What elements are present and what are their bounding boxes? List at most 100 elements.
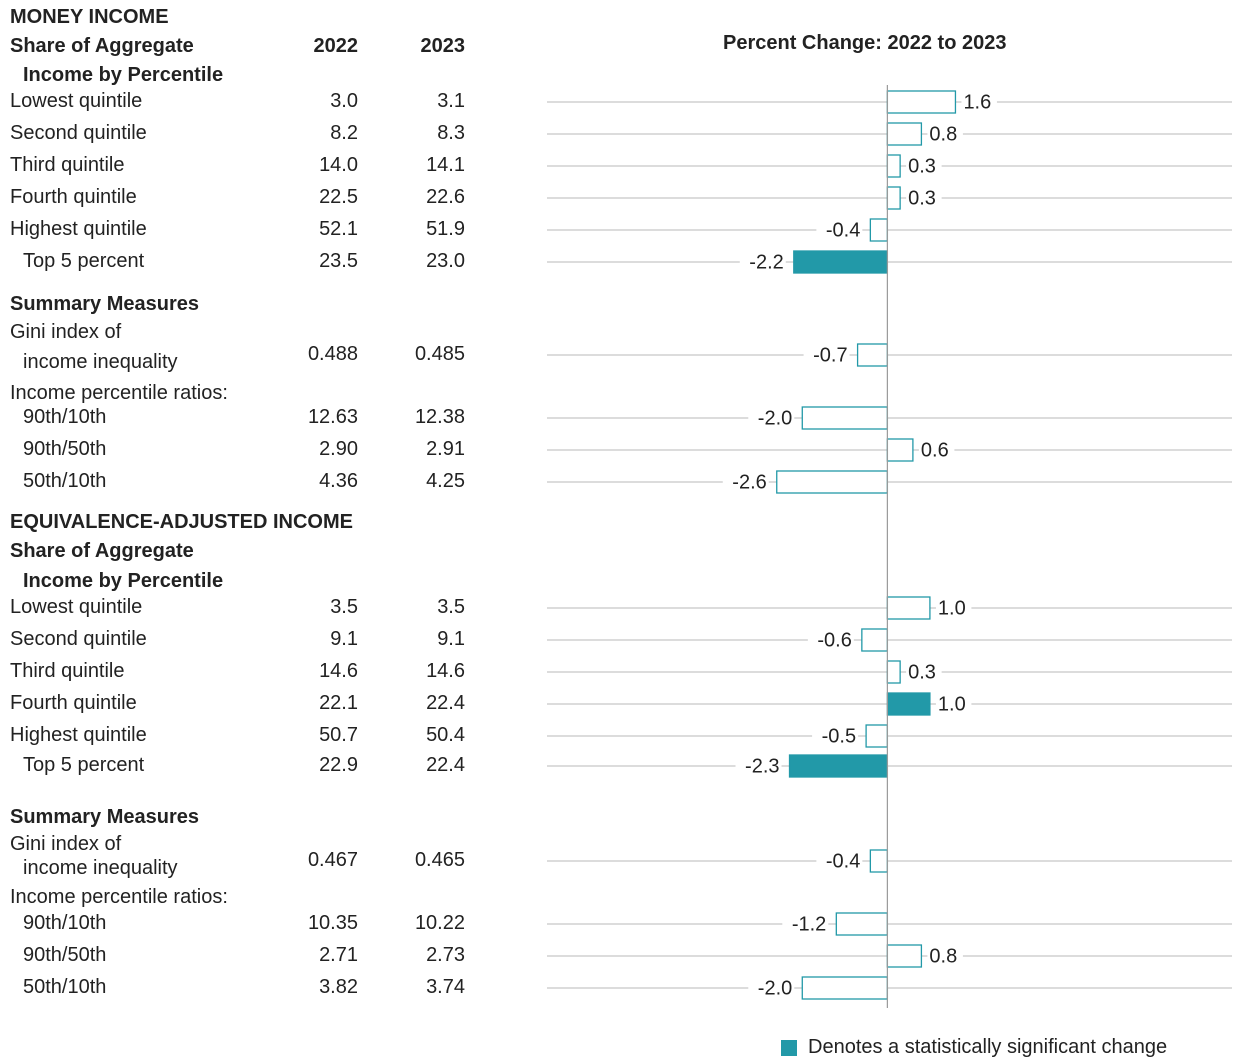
data-label: -0.4 xyxy=(826,219,860,241)
data-label: 1.6 xyxy=(963,91,991,113)
bar xyxy=(776,470,889,494)
value-2022: 4.36 xyxy=(319,470,358,492)
bar xyxy=(886,438,914,462)
value-2023: 8.3 xyxy=(437,122,465,144)
data-label-background xyxy=(782,913,829,935)
bar xyxy=(856,343,889,367)
data-label: -2.3 xyxy=(745,755,779,777)
data-label-background xyxy=(803,344,850,366)
row-label: Top 5 percent xyxy=(23,250,145,272)
data-label: 0.3 xyxy=(908,155,936,177)
value-2022: 14.6 xyxy=(319,660,358,682)
value-2022: 10.35 xyxy=(307,912,358,934)
value-2023: 0.465 xyxy=(414,849,465,871)
bar xyxy=(869,849,889,873)
bar xyxy=(886,944,923,968)
data-label: 0.3 xyxy=(908,187,936,209)
row-label: Third quintile xyxy=(10,660,125,682)
data-label-background xyxy=(748,407,795,429)
value-2023: 50.4 xyxy=(426,724,465,746)
bar xyxy=(801,976,889,1000)
bar xyxy=(886,692,931,716)
data-label-background xyxy=(906,155,942,177)
value-2022: 23.5 xyxy=(319,250,358,272)
value-2022: 50.7 xyxy=(319,724,358,746)
column-header-2022: 2022 xyxy=(313,35,359,57)
ratios-label: Income percentile ratios: xyxy=(10,886,228,908)
bar xyxy=(801,406,889,430)
data-label-background xyxy=(961,91,997,113)
summary-heading: Summary Measures xyxy=(10,293,199,315)
value-2022: 3.5 xyxy=(330,596,358,618)
legend-label: Denotes a statistically significant chan… xyxy=(808,1036,1168,1058)
row-label: 90th/10th xyxy=(23,406,107,428)
data-label: 0.3 xyxy=(908,661,936,683)
data-label-background xyxy=(722,471,769,493)
row-label: Second quintile xyxy=(10,628,147,650)
section-title-money-income: MONEY INCOME xyxy=(10,6,169,28)
value-2022: 22.5 xyxy=(319,186,358,208)
data-label-background xyxy=(906,187,942,209)
bar xyxy=(869,218,889,242)
data-label-background xyxy=(748,977,795,999)
value-2022: 14.0 xyxy=(319,154,358,176)
row-label: Second quintile xyxy=(10,122,147,144)
data-label: -1.2 xyxy=(792,913,826,935)
share-heading-cont: Income by Percentile xyxy=(23,64,224,86)
data-label-background xyxy=(807,629,854,651)
data-label-background xyxy=(812,725,859,747)
chart-title: Percent Change: 2022 to 2023 xyxy=(723,32,1007,54)
ratios-label: Income percentile ratios: xyxy=(10,382,228,404)
value-2023: 3.5 xyxy=(437,596,465,618)
row-label: Fourth quintile xyxy=(10,186,137,208)
gini-label-cont: income inequality xyxy=(23,857,178,879)
data-label-background xyxy=(816,219,863,241)
data-label: -0.7 xyxy=(813,344,847,366)
data-label: -0.4 xyxy=(826,850,860,872)
data-label-background xyxy=(739,251,786,273)
row-label: 90th/50th xyxy=(23,438,107,460)
row-label: 50th/10th xyxy=(23,976,107,998)
value-2023: 22.4 xyxy=(426,754,465,776)
bar xyxy=(793,250,889,274)
data-label: 1.0 xyxy=(938,597,966,619)
value-2022: 2.71 xyxy=(319,944,358,966)
value-2023: 10.22 xyxy=(414,912,465,934)
gini-label: Gini index of xyxy=(10,321,122,343)
bar xyxy=(886,660,901,684)
column-header-2023: 2023 xyxy=(420,35,466,57)
bar xyxy=(886,186,901,210)
data-label: 0.8 xyxy=(929,123,957,145)
value-2023: 4.25 xyxy=(426,470,465,492)
value-2022: 8.2 xyxy=(330,122,358,144)
bar xyxy=(861,628,889,652)
value-2023: 14.1 xyxy=(426,154,465,176)
value-2023: 9.1 xyxy=(437,628,465,650)
data-label: -0.6 xyxy=(817,629,851,651)
section-title-equivalence-adjusted: EQUIVALENCE-ADJUSTED INCOME xyxy=(10,511,353,533)
legend-swatch-significant xyxy=(781,1040,797,1056)
row-label: 90th/10th xyxy=(23,912,107,934)
value-2022: 3.82 xyxy=(319,976,358,998)
gini-label-cont: income inequality xyxy=(23,351,178,373)
value-2022: 9.1 xyxy=(330,628,358,650)
value-2022: 12.63 xyxy=(307,406,358,428)
row-label: Fourth quintile xyxy=(10,692,137,714)
row-label: 50th/10th xyxy=(23,470,107,492)
data-label-background xyxy=(816,850,863,872)
value-2023: 0.485 xyxy=(414,343,465,365)
data-label-background xyxy=(918,439,955,461)
value-2023: 2.91 xyxy=(426,438,465,460)
value-2023: 22.6 xyxy=(426,186,465,208)
data-label: 0.8 xyxy=(929,945,957,967)
data-label-background xyxy=(935,597,972,619)
bar xyxy=(886,154,901,178)
bar xyxy=(886,122,923,146)
value-2023: 3.1 xyxy=(437,90,465,112)
bar xyxy=(835,912,889,936)
data-label: 0.6 xyxy=(921,439,949,461)
value-2022: 3.0 xyxy=(330,90,358,112)
value-2022: 52.1 xyxy=(319,218,358,240)
data-label-background xyxy=(735,755,782,777)
